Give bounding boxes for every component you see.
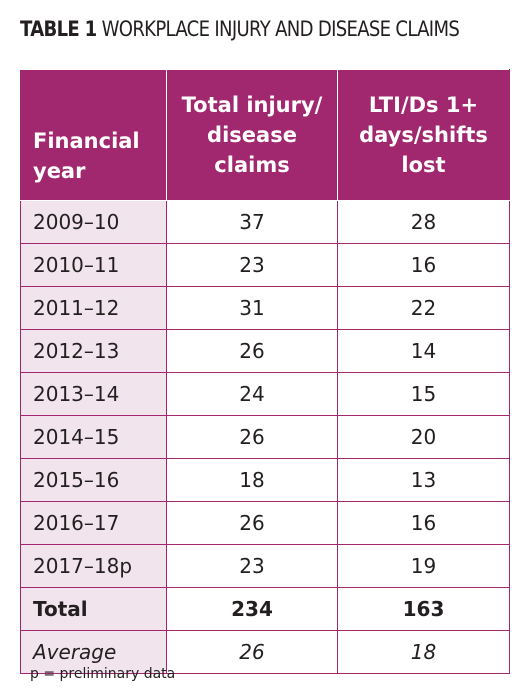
table-row: 2009–10 37 28	[20, 200, 510, 244]
lost-cell: 13	[337, 458, 510, 502]
table-title: TABLE 1 WORKPLACE INJURY AND DISEASE CLA…	[20, 17, 460, 41]
table-row: 2011–12 31 22	[20, 286, 510, 330]
table-row: 2017–18p 23 19	[20, 544, 510, 588]
year-cell: 2017–18p	[20, 544, 167, 588]
lost-cell: 15	[337, 372, 510, 416]
header-line: Total injury/	[181, 93, 323, 117]
year-cell: 2013–14	[20, 372, 167, 416]
total-label: Total	[20, 587, 167, 631]
header-line: days/shifts	[359, 123, 488, 147]
claims-cell: 26	[166, 415, 338, 459]
total-row: Total 234 163	[20, 587, 510, 631]
table-number: TABLE 1	[20, 17, 97, 41]
table-row: 2014–15 26 20	[20, 415, 510, 459]
claims-cell: 37	[166, 200, 338, 244]
claims-cell: 24	[166, 372, 338, 416]
year-cell: 2009–10	[20, 200, 167, 244]
average-lost: 18	[337, 630, 510, 674]
lost-cell: 16	[337, 243, 510, 287]
header-line: lost	[401, 153, 446, 177]
claims-cell: 23	[166, 243, 338, 287]
table-row: 2013–14 24 15	[20, 372, 510, 416]
claims-cell: 18	[166, 458, 338, 502]
lost-cell: 19	[337, 544, 510, 588]
footnote: p = preliminary data	[30, 666, 176, 682]
claims-cell: 23	[166, 544, 338, 588]
average-claims: 26	[166, 630, 338, 674]
table-row: 2016–17 26 16	[20, 501, 510, 545]
total-claims: 234	[166, 587, 338, 631]
year-cell: 2015–16	[20, 458, 167, 502]
year-cell: 2014–15	[20, 415, 167, 459]
header-total-claims: Total injury/ disease claims	[166, 69, 338, 201]
year-cell: 2011–12	[20, 286, 167, 330]
header-row: Financial year Total injury/ disease cla…	[20, 69, 510, 201]
table-row: 2015–16 18 13	[20, 458, 510, 502]
header-line: Financial	[33, 129, 140, 153]
table-row: 2010–11 23 16	[20, 243, 510, 287]
claims-cell: 26	[166, 501, 338, 545]
header-line: claims	[214, 153, 290, 177]
table-name: WORKPLACE INJURY AND DISEASE CLAIMS	[101, 17, 460, 41]
table-row: 2012–13 26 14	[20, 329, 510, 373]
header-line: year	[33, 159, 86, 183]
header-line: disease	[207, 123, 297, 147]
claims-table: Financial year Total injury/ disease cla…	[20, 69, 510, 674]
lost-cell: 20	[337, 415, 510, 459]
year-cell: 2016–17	[20, 501, 167, 545]
header-days-lost: LTI/Ds 1+ days/shifts lost	[337, 69, 510, 201]
header-line: LTI/Ds 1+	[368, 93, 479, 117]
claims-cell: 26	[166, 329, 338, 373]
average-label: Average	[20, 630, 167, 674]
average-row: Average 26 18	[20, 630, 510, 674]
lost-cell: 14	[337, 329, 510, 373]
year-cell: 2012–13	[20, 329, 167, 373]
lost-cell: 28	[337, 200, 510, 244]
lost-cell: 16	[337, 501, 510, 545]
claims-cell: 31	[166, 286, 338, 330]
lost-cell: 22	[337, 286, 510, 330]
year-cell: 2010–11	[20, 243, 167, 287]
header-financial-year: Financial year	[20, 69, 167, 201]
total-lost: 163	[337, 587, 510, 631]
